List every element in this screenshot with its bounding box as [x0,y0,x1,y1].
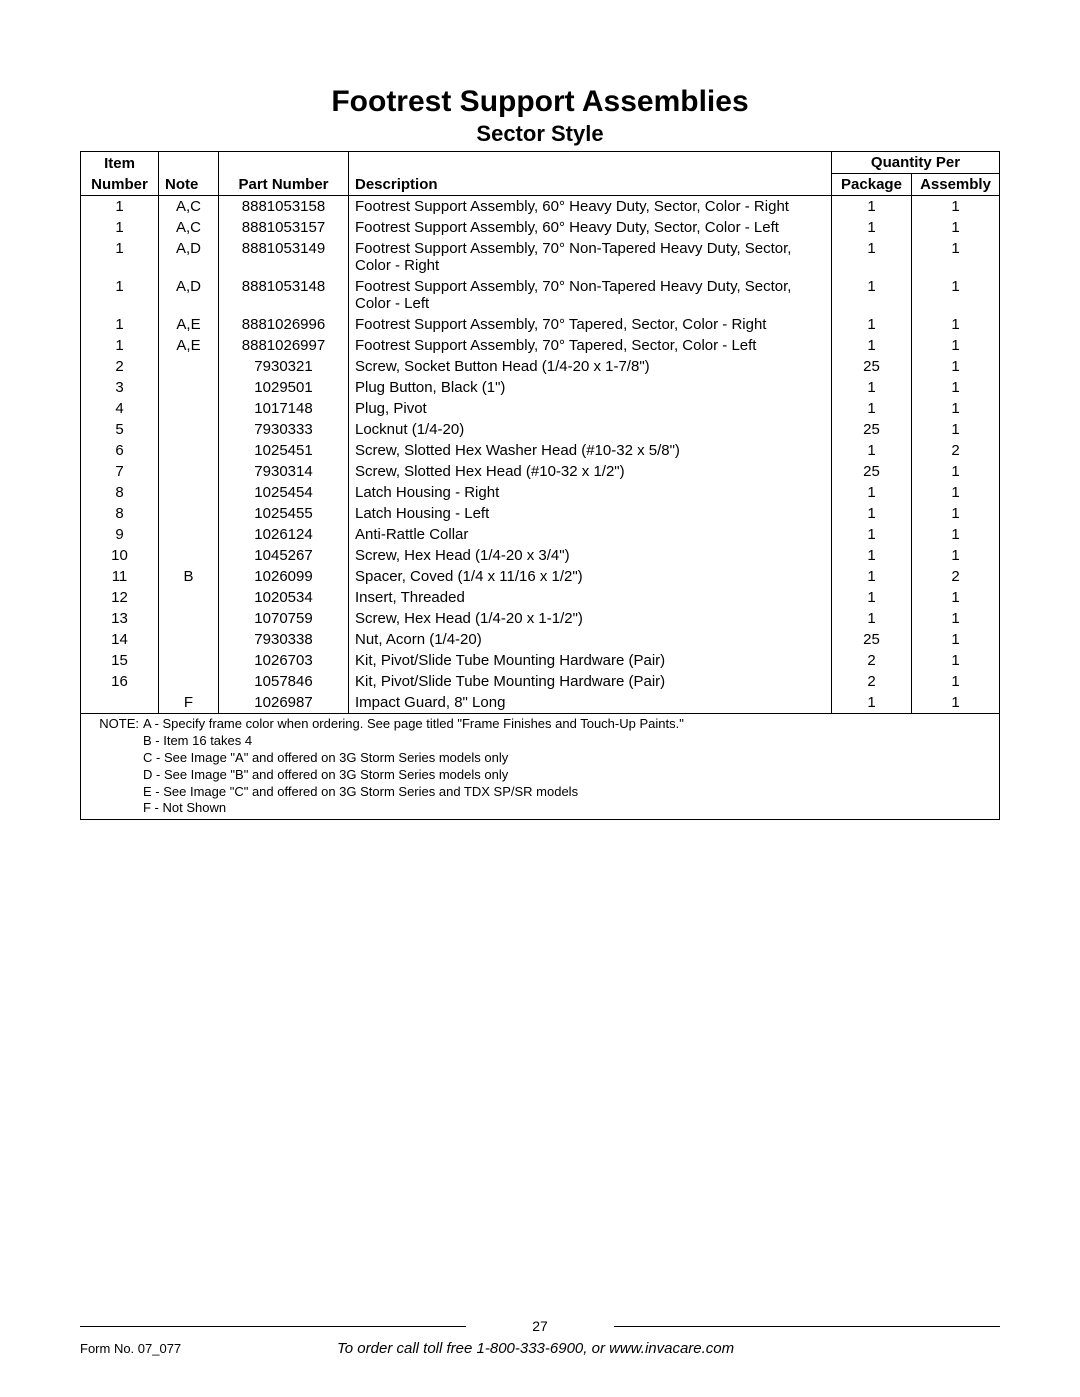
table-row: 27930321Screw, Socket Button Head (1/4-2… [81,356,1000,377]
table-row: 151026703Kit, Pivot/Slide Tube Mounting … [81,650,1000,671]
notes-cell: NOTE:A - Specify frame color when orderi… [81,714,1000,820]
col-note: Note [159,152,219,196]
page-subtitle: Sector Style [80,121,1000,147]
table-row: 1A,C8881053158Footrest Support Assembly,… [81,196,1000,218]
table-row: 61025451Screw, Slotted Hex Washer Head (… [81,440,1000,461]
table-row: 57930333Locknut (1/4-20)251 [81,419,1000,440]
parts-table: Item Note Part Number Description Quanti… [80,151,1000,820]
table-row: 131070759Screw, Hex Head (1/4-20 x 1-1/2… [81,608,1000,629]
note-line: D - See Image "B" and offered on 3G Stor… [87,767,993,784]
note-line: F - Not Shown [87,800,993,817]
note-line: B - Item 16 takes 4 [87,733,993,750]
table-row: 81025455Latch Housing - Left11 [81,503,1000,524]
col-asm: Assembly [912,174,1000,196]
table-row: 77930314Screw, Slotted Hex Head (#10-32 … [81,461,1000,482]
table-row: 161057846Kit, Pivot/Slide Tube Mounting … [81,671,1000,692]
table-row: 1A,C8881053157Footrest Support Assembly,… [81,217,1000,238]
table-row: 41017148Plug, Pivot11 [81,398,1000,419]
note-line: A - Specify frame color when ordering. S… [143,716,684,733]
table-row: 101045267Screw, Hex Head (1/4-20 x 3/4")… [81,545,1000,566]
page-number-value: 27 [532,1318,548,1334]
table-row: 121020534Insert, Threaded11 [81,587,1000,608]
table-row: 91026124Anti-Rattle Collar11 [81,524,1000,545]
page-title: Footrest Support Assemblies [80,85,1000,119]
table-row: F1026987Impact Guard, 8" Long11 [81,692,1000,714]
col-pkg: Package [832,174,912,196]
table-row: 81025454Latch Housing - Right11 [81,482,1000,503]
table-row: 11B1026099Spacer, Coved (1/4 x 11/16 x 1… [81,566,1000,587]
page-number: 27 [80,1318,1000,1334]
col-item-bottom: Number [81,174,159,196]
col-part: Part Number [219,152,349,196]
form-number: Form No. 07_077 [80,1341,181,1356]
note-line: C - See Image "A" and offered on 3G Stor… [87,750,993,767]
table-row: 1A,E8881026997Footrest Support Assembly,… [81,335,1000,356]
order-text: To order call toll free 1-800-333-6900, … [181,1340,890,1357]
table-row: 147930338Nut, Acorn (1/4-20)251 [81,629,1000,650]
note-prefix: NOTE: [87,716,143,733]
note-line: E - See Image "C" and offered on 3G Stor… [87,784,993,801]
col-qty-group: Quantity Per [832,152,1000,174]
col-desc: Description [349,152,832,196]
table-row: 1A,D8881053148Footrest Support Assembly,… [81,276,1000,314]
page-footer: 27 Form No. 07_077 To order call toll fr… [80,1318,1000,1357]
col-item-top: Item [81,152,159,174]
table-row: 1A,E8881026996Footrest Support Assembly,… [81,314,1000,335]
table-row: 1A,D8881053149Footrest Support Assembly,… [81,238,1000,276]
table-row: 31029501Plug Button, Black (1")11 [81,377,1000,398]
